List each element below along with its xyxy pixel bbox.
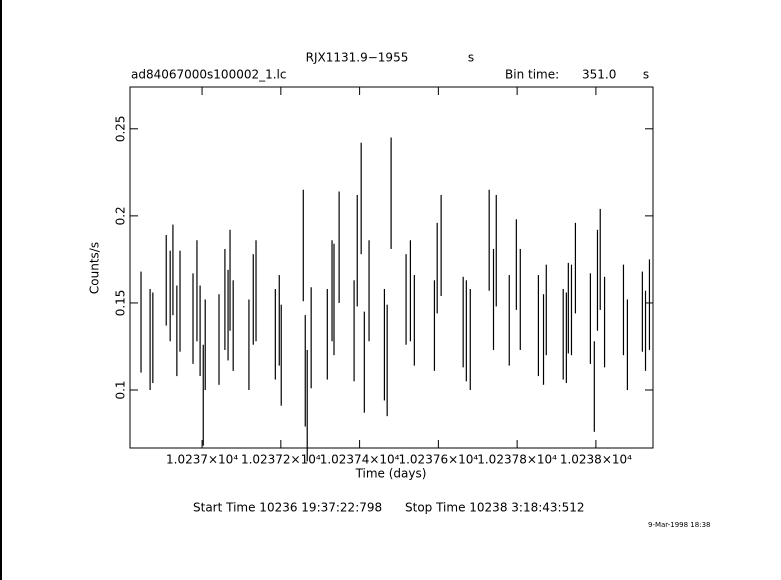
title-unit: s [468,51,474,65]
start-time: Start Time 10236 19:37:22:798 [193,501,382,515]
x-tick-label: 1.02376×10⁴ [398,453,478,467]
bin-time-unit: s [643,68,649,82]
x-tick-label: 1.02372×10⁴ [241,453,321,467]
plot-frame [129,86,654,449]
stop-time: Stop Time 10238 3:18:43:512 [405,501,584,515]
x-tick-label: 1.02374×10⁴ [320,453,400,467]
file-name: ad84067000s100002_1.lc [131,68,287,82]
y-tick-label: 0.25 [114,115,128,142]
y-tick-label: 0.2 [114,206,128,225]
y-tick-label: 0.15 [114,290,128,317]
chart-title: RJX1131.9−1955 [306,51,409,65]
bin-time-label: Bin time: [505,68,559,82]
y-axis-label: Counts/s [88,242,102,294]
x-axis-label: Time (days) [355,467,427,481]
bin-time: 351.0 [582,68,616,82]
y-tick-label: 0.1 [114,380,128,399]
x-tick-label: 1.0237×10⁴ [166,453,238,467]
date-stamp: 9-Mar-1998 18:38 [648,521,710,529]
x-tick-label: 1.02378×10⁴ [477,453,557,467]
x-tick-label: 1.0238×10⁴ [560,453,632,467]
